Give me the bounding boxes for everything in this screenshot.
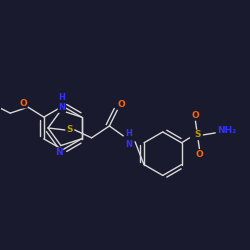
- Text: NH₂: NH₂: [218, 126, 237, 136]
- Text: O: O: [117, 100, 125, 109]
- Text: O: O: [19, 99, 27, 108]
- Text: S: S: [66, 126, 73, 134]
- Text: O: O: [196, 150, 203, 159]
- Text: S: S: [194, 130, 201, 140]
- Text: H
N: H N: [126, 129, 133, 148]
- Text: H
N: H N: [58, 93, 65, 112]
- Text: N: N: [55, 148, 63, 157]
- Text: O: O: [192, 110, 199, 120]
